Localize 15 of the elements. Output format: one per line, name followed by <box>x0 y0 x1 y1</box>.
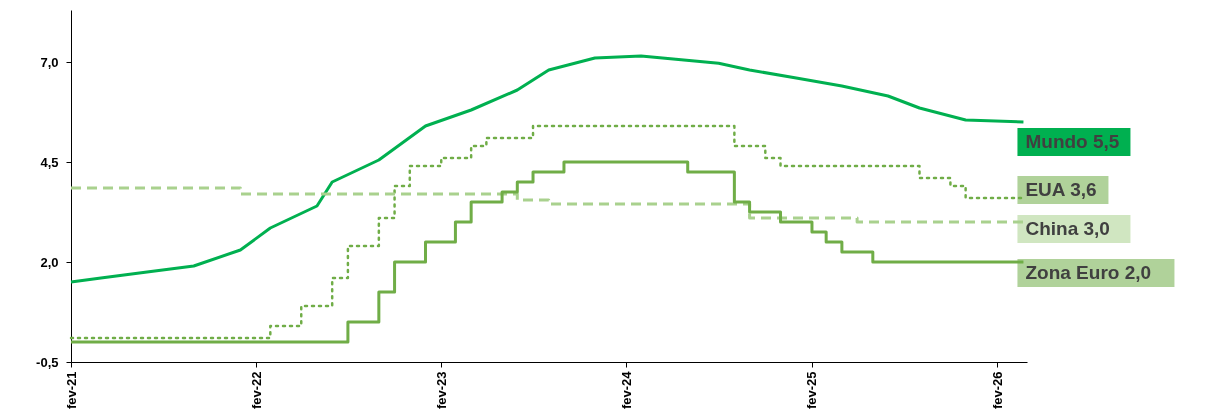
x-tick-label: fev-21 <box>63 371 79 410</box>
x-tick-label: fev-25 <box>804 371 820 410</box>
y-tick-label: 7,0 <box>40 54 59 70</box>
x-tick-label: fev-24 <box>618 370 634 410</box>
series-label: EUA 3,6 <box>1025 179 1097 200</box>
legend-label: China 3,0 <box>1025 218 1110 239</box>
line-series <box>69 54 1025 284</box>
x-tick-label: fev-22 <box>248 371 264 410</box>
y-tick-label: 2,0 <box>40 254 59 270</box>
x-tick-label: fev-23 <box>433 371 449 410</box>
series-label: Zona Euro 2,0 <box>1025 262 1152 283</box>
x-tick-label: fev-26 <box>989 371 1005 410</box>
y-tick-label: 4,5 <box>40 154 59 170</box>
y-tick-label: -0,5 <box>36 354 59 370</box>
series-label: Mundo 5,5 <box>1025 131 1120 152</box>
